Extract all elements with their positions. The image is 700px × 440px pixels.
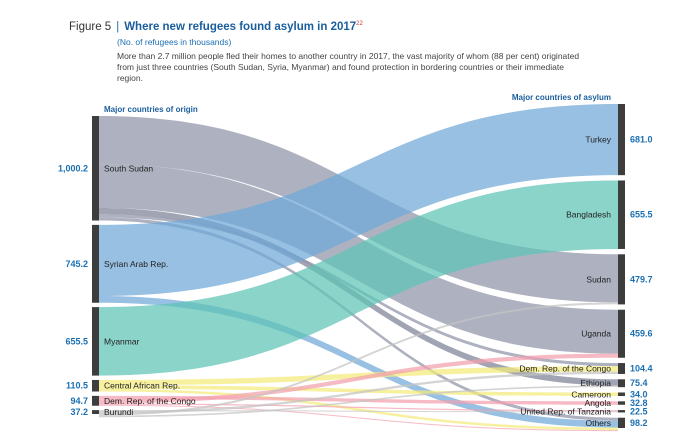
flow-burundi-to-ethiopia	[99, 385, 618, 418]
source-bar-central-african-rep	[92, 379, 99, 392]
footnote-marker: 22	[356, 21, 363, 27]
source-label-dem-rep-of-the-congo: Dem. Rep. of the Congo	[104, 396, 196, 406]
source-label-central-african-rep: Central African Rep.	[104, 381, 180, 391]
label-layer: 1,000.2 South Sudan 745.2 Syrian Arab Rep. 6…	[58, 93, 653, 428]
target-label-sudan: Sudan	[586, 274, 611, 284]
target-value-uganda: 459.6	[630, 329, 653, 339]
figure-number: Figure 5	[69, 20, 112, 33]
target-label-others: Others	[585, 418, 611, 428]
target-bar-turkey	[618, 104, 625, 176]
flow-syrian-arab-rep-to-turkey	[99, 104, 618, 297]
target-bar-uganda	[618, 309, 625, 358]
source-value-syrian-arab-rep: 745.2	[65, 259, 88, 269]
source-label-syrian-arab-rep: Syrian Arab Rep.	[104, 259, 168, 269]
flow-dem-rep-of-the-congo-to-united-rep-of-tanzania	[99, 403, 618, 412]
flow-burundi-to-dem-rep-of-the-congo	[99, 371, 618, 414]
flow-dem-rep-of-the-congo-to-uganda	[99, 353, 618, 404]
flow-syrian-arab-rep-to-others	[99, 296, 618, 428]
target-value-united-rep-of-tanzania: 22.5	[630, 406, 648, 416]
target-label-united-rep-of-tanzania: United Rep. of Tanzania	[520, 406, 611, 416]
source-header: Major countries of origin	[104, 105, 198, 114]
flow-central-african-rep-to-cameroon	[99, 385, 618, 397]
target-label-dem-rep-of-the-congo: Dem. Rep. of the Congo	[519, 364, 611, 374]
target-value-ethiopia: 75.4	[630, 378, 648, 388]
source-bar-burundi	[92, 410, 99, 414]
source-bar-south-sudan	[92, 116, 99, 221]
flow-south-sudan-to-others	[99, 217, 618, 421]
target-label-angola: Angola	[585, 398, 612, 408]
target-bar-angola	[618, 401, 625, 405]
flow-layer	[99, 104, 618, 432]
source-label-myanmar: Myanmar	[104, 336, 140, 346]
node-layer	[92, 104, 625, 428]
figure-description: More than 2.7 million people fled their …	[117, 50, 580, 83]
source-value-south-sudan: 1,000.2	[58, 163, 88, 173]
source-bar-syrian-arab-rep	[92, 224, 99, 303]
source-value-burundi: 37.2	[70, 407, 88, 417]
flow-myanmar-to-bangladesh	[99, 180, 618, 376]
figure-separator: |	[116, 20, 120, 33]
flow-burundi-to-united-rep-of-tanzania	[99, 410, 618, 413]
target-value-turkey: 681.0	[630, 135, 653, 145]
source-label-burundi: Burundi	[104, 407, 133, 417]
target-label-uganda: Uganda	[581, 329, 611, 339]
target-bar-cameroon	[618, 392, 625, 397]
target-bar-sudan	[618, 254, 625, 305]
target-bar-dem-rep-of-the-congo	[618, 363, 625, 374]
target-value-bangladesh: 655.5	[630, 210, 653, 220]
target-label-cameroon: Cameroon	[571, 389, 611, 399]
source-label-south-sudan: South Sudan	[104, 163, 153, 173]
target-value-angola: 32.8	[630, 398, 648, 408]
target-value-dem-rep-of-the-congo: 104.4	[630, 364, 653, 374]
target-label-turkey: Turkey	[585, 135, 611, 145]
flow-burundi-to-sudan	[99, 302, 618, 416]
flow-central-african-rep-to-dem-rep-of-the-congo	[99, 366, 618, 386]
source-bar-myanmar	[92, 307, 99, 376]
figure-title-line: Figure 5 | Where new refugees found asylum…	[69, 17, 669, 34]
source-bar-dem-rep-of-the-congo	[92, 395, 99, 406]
source-value-dem-rep-of-the-congo: 94.7	[70, 396, 88, 406]
target-value-sudan: 479.7	[630, 274, 653, 284]
figure-title-text: Where new refugees found asylum in 2017	[124, 20, 357, 33]
figure-header: Figure 5 | Where new refugees found asylum…	[69, 17, 669, 84]
target-bar-others	[618, 417, 625, 428]
target-bar-ethiopia	[618, 379, 625, 388]
target-bar-bangladesh	[618, 180, 625, 249]
target-label-bangladesh: Bangladesh	[566, 210, 611, 220]
target-value-cameroon: 34.0	[630, 389, 648, 399]
source-value-myanmar: 655.5	[65, 336, 88, 346]
target-header: Major countries of asylum	[512, 93, 611, 102]
flow-central-african-rep-to-others	[99, 388, 618, 431]
target-bar-united-rep-of-tanzania	[618, 410, 625, 413]
source-value-central-african-rep: 110.5	[66, 381, 88, 391]
flow-dem-rep-of-the-congo-to-others	[99, 404, 618, 432]
target-value-others: 98.2	[630, 418, 648, 428]
figure-title: Where new refugees found asylum in 20172…	[124, 21, 363, 33]
target-label-ethiopia: Ethiopia	[580, 378, 611, 388]
figure-subtitle: (No. of refugees in thousands)	[117, 36, 232, 47]
